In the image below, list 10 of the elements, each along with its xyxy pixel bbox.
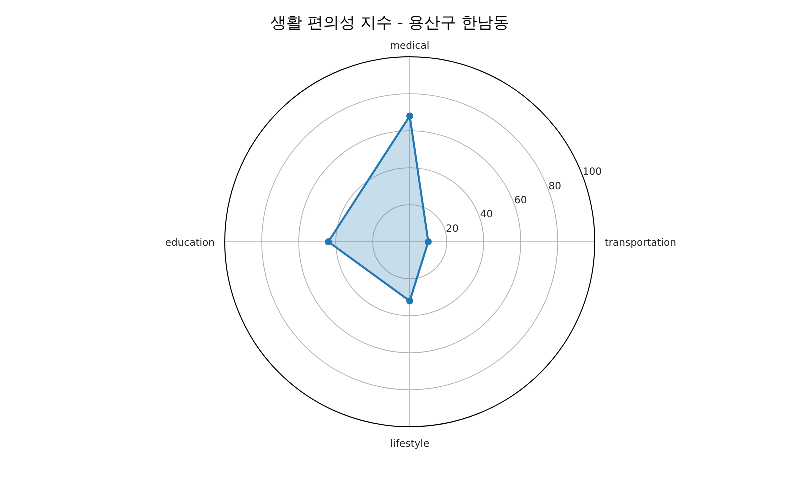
spoke-label: lifestyle — [390, 439, 430, 450]
y-tick-label: 80 — [548, 181, 562, 192]
y-tick-label: 100 — [582, 167, 602, 178]
y-tick-label: 20 — [446, 224, 459, 235]
chart-title: 생활 편의성 지수 - 용산구 한남동 — [270, 13, 510, 32]
spoke-label: medical — [390, 41, 430, 52]
spoke-label: transportation — [605, 238, 676, 249]
spoke-label: education — [165, 238, 215, 249]
y-tick-label: 40 — [480, 210, 494, 221]
y-tick-label: 60 — [514, 196, 528, 207]
